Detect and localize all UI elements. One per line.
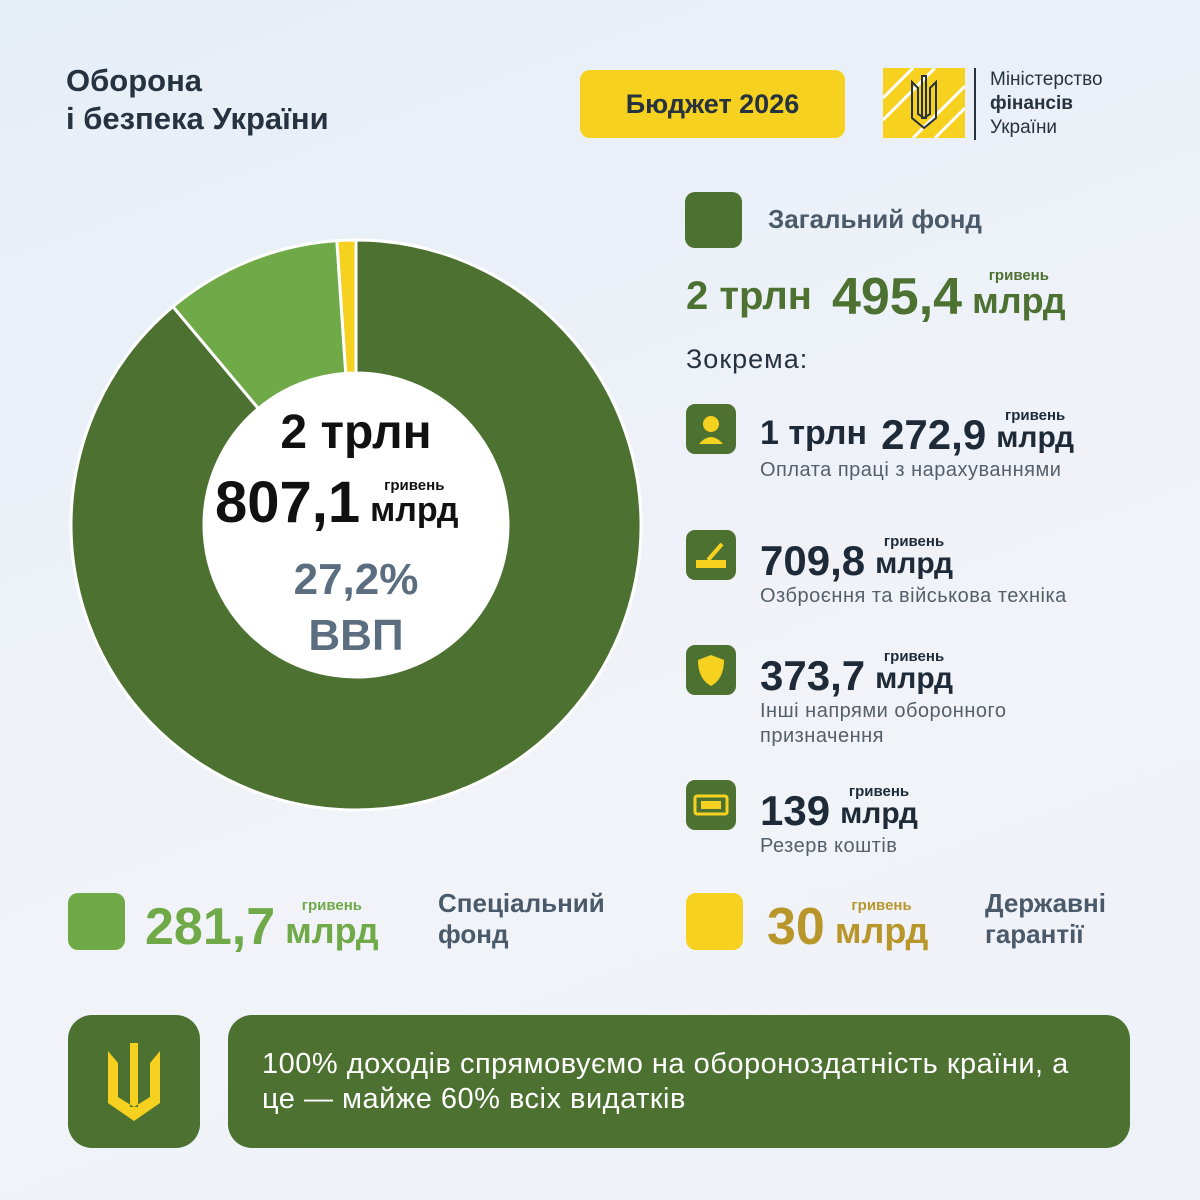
ministry-line: Міністерство (990, 69, 1103, 90)
amount: 495,4 (831, 267, 963, 326)
donut-hole (205, 374, 507, 676)
center-amount: 807,1 гривень млрд (215, 470, 458, 535)
trln: 2 трлн (686, 274, 812, 318)
footer-text: 100% доходів спрямовуємо на обороноздатн… (262, 1047, 1069, 1115)
icon (696, 542, 726, 568)
item-label: Озброєння та військова техніка (760, 585, 1067, 607)
unit: млрд (840, 797, 918, 830)
unit: млрд (996, 421, 1075, 454)
amount: 709,8 (760, 537, 866, 585)
special-amount: 281,7 гривень млрд (145, 897, 379, 956)
legend-swatch (686, 893, 743, 950)
including: Зокрема: (686, 344, 809, 374)
title-line: і безпека України (66, 101, 329, 136)
unit: млрд (285, 910, 379, 951)
ministry-logo (883, 68, 965, 138)
unit-stack: гривень млрд (996, 408, 1074, 453)
amount: 373,7 (760, 652, 866, 700)
legend-label: Загальний фонд (768, 204, 982, 234)
donut-center: 2 трлн (200, 405, 512, 460)
unit: млрд (972, 280, 1066, 321)
amount: 807,1 (215, 470, 361, 535)
donut-segment (335, 238, 358, 375)
unit-stack: гривень млрд (972, 268, 1065, 319)
divider (974, 68, 976, 140)
center-trln: 2 трлн (280, 406, 432, 459)
amount: 30 (767, 897, 825, 956)
badge-text: Бюджет 2026 (625, 88, 800, 119)
currency: гривень (301, 897, 362, 914)
unit: млрд (875, 662, 953, 695)
unit-stack: гривень млрд (840, 784, 918, 829)
currency: гривень (883, 648, 945, 665)
gdp-label: ВВП (308, 611, 404, 660)
currency: гривень (883, 533, 945, 550)
item-amount: 709,8 гривень млрд (760, 534, 953, 585)
amount: 272,9 (881, 411, 987, 459)
logo-stripes (883, 68, 965, 138)
item-label: Резерв коштів (760, 835, 898, 857)
gdp-share: 27,2% (293, 555, 419, 604)
footer-box: 100% доходів спрямовуємо на обороноздатн… (228, 1015, 1130, 1148)
item-label: Оплата праці з нарахуваннями (760, 459, 1062, 481)
legend-label: Державні гарантії (985, 888, 1106, 949)
ministry-line: фінансів (990, 93, 1073, 114)
donut-chart (69, 238, 643, 812)
unit-stack: гривень млрд (370, 478, 458, 527)
title-line: Оборона (66, 63, 203, 98)
item-label: Інші напрями оборонного призначення (760, 700, 1007, 747)
icon-shield (686, 645, 736, 695)
ministry-name: Міністерство фінансів України (990, 68, 1103, 140)
icon (699, 416, 723, 444)
trln: 1 трлн (760, 414, 868, 452)
currency: гривень (848, 783, 910, 800)
currency: гривень (384, 477, 445, 495)
legend-swatch (685, 192, 742, 248)
item-amount: 1 трлн 272,9 гривень млрд (760, 408, 1074, 459)
amount: 139 (760, 787, 831, 835)
legend-label: Спеціальний фонд (438, 888, 605, 949)
gdp-block: 27,2% ВВП (200, 555, 512, 661)
unit-stack: гривень млрд (875, 534, 953, 579)
ministry-line: України (990, 117, 1058, 138)
general-amount: 2 трлн 495,4 гривень млрд (686, 267, 1066, 326)
unit-stack: гривень млрд (285, 898, 378, 949)
unit: млрд (834, 910, 929, 951)
trident (108, 1043, 160, 1121)
unit-stack: гривень млрд (835, 898, 928, 949)
icon-soldier (686, 404, 736, 454)
currency: гривень (988, 267, 1049, 284)
icon-artillery (686, 530, 736, 580)
legend-swatch (68, 893, 125, 950)
item-amount: 373,7 гривень млрд (760, 649, 953, 700)
trident-box (68, 1015, 200, 1148)
unit-stack: гривень млрд (875, 649, 953, 694)
budget-badge: Бюджет 2026 (580, 70, 845, 138)
donut-segment (69, 238, 643, 812)
icon-money (686, 780, 736, 830)
item-amount: 139 гривень млрд (760, 784, 918, 835)
logo-trident (911, 75, 937, 130)
unit: млрд (875, 547, 953, 580)
icon (693, 794, 729, 816)
unit: млрд (370, 491, 459, 530)
currency: гривень (1004, 407, 1066, 424)
title: Оборона і безпека України (66, 62, 329, 138)
currency: гривень (851, 897, 912, 914)
guarantees-amount: 30 гривень млрд (767, 897, 928, 956)
amount: 281,7 (145, 897, 276, 956)
icon (698, 655, 724, 686)
